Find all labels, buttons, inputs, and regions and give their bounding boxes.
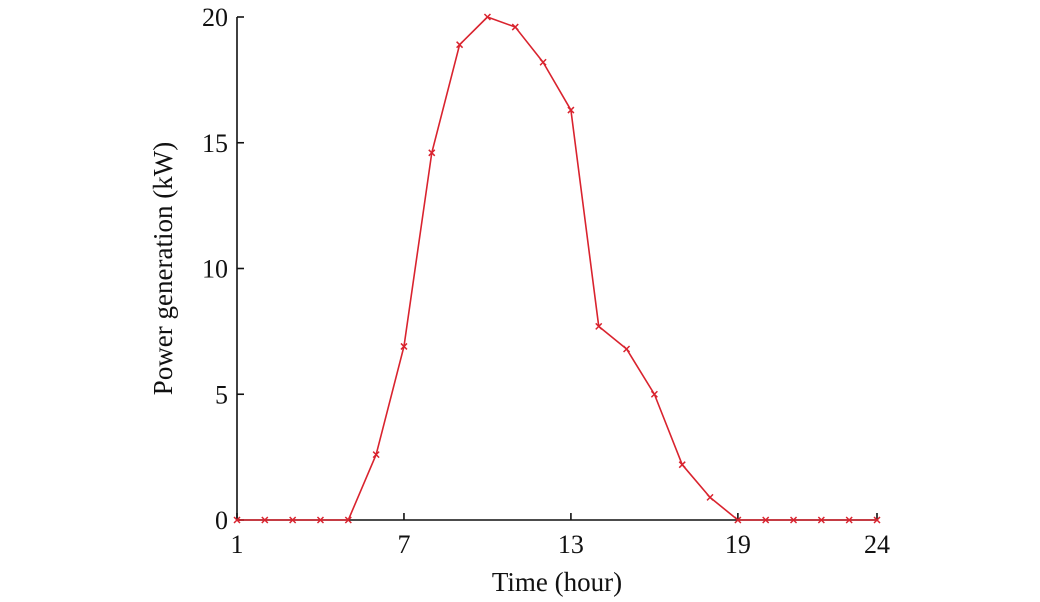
data-point <box>261 516 269 524</box>
data-point <box>372 451 380 459</box>
marker-stroke <box>623 345 631 353</box>
y-tick-label: 15 <box>202 129 228 158</box>
marker-stroke <box>289 516 297 524</box>
marker-stroke <box>344 516 352 524</box>
marker-stroke <box>845 516 853 524</box>
x-tick-label: 19 <box>725 530 751 559</box>
marker-stroke <box>261 516 269 524</box>
marker-stroke <box>873 516 881 524</box>
marker-stroke <box>595 322 603 330</box>
data-point <box>734 516 742 524</box>
data-point <box>873 516 881 524</box>
y-tick-label: 0 <box>215 506 228 535</box>
marker-stroke <box>233 516 241 524</box>
marker-stroke <box>539 58 547 66</box>
marker-stroke <box>428 149 436 157</box>
y-tick-label: 20 <box>202 3 228 32</box>
marker-stroke <box>650 390 658 398</box>
x-tick-label: 7 <box>397 530 410 559</box>
data-point <box>817 516 825 524</box>
x-tick-label: 13 <box>558 530 584 559</box>
data-point <box>316 516 325 524</box>
data-point <box>233 516 241 524</box>
marker-stroke <box>789 516 798 524</box>
data-point <box>595 322 603 330</box>
data-point <box>623 345 631 353</box>
y-axis-label: Power generation (kW) <box>148 142 178 395</box>
data-point <box>428 149 436 157</box>
y-ticks: 0 5 10 15 20 <box>202 3 244 535</box>
x-tick-label: 1 <box>231 530 244 559</box>
marker-stroke <box>372 451 380 459</box>
data-point <box>344 516 352 524</box>
marker-stroke <box>678 461 686 469</box>
marker-stroke <box>456 41 464 49</box>
data-point <box>762 516 770 524</box>
x-tick-label: 24 <box>864 530 890 559</box>
data-point <box>456 41 464 49</box>
marker-stroke <box>567 106 575 114</box>
series-line <box>237 16 877 521</box>
marker-stroke <box>817 516 825 524</box>
marker-stroke <box>316 516 325 524</box>
data-point <box>789 516 798 524</box>
data-point <box>289 516 297 524</box>
marker-stroke <box>483 13 491 21</box>
data-point <box>511 23 519 31</box>
data-point <box>400 342 408 350</box>
y-tick-label: 10 <box>202 255 228 284</box>
x-axis-label: Time (hour) <box>492 567 622 597</box>
data-point <box>539 58 547 66</box>
y-tick-label: 5 <box>215 380 228 409</box>
x-ticks: 1 7 13 19 24 <box>231 513 890 559</box>
axes <box>236 17 877 521</box>
marker-stroke <box>762 516 770 524</box>
marker-stroke <box>706 493 714 501</box>
marker-stroke <box>511 23 519 31</box>
marker-stroke <box>400 342 408 350</box>
series-layer <box>233 13 881 524</box>
data-point <box>845 516 853 524</box>
marker-stroke <box>734 516 742 524</box>
data-point <box>650 390 658 398</box>
data-point <box>706 493 714 501</box>
data-point <box>678 461 686 469</box>
data-point <box>483 13 491 21</box>
data-point <box>567 106 575 114</box>
